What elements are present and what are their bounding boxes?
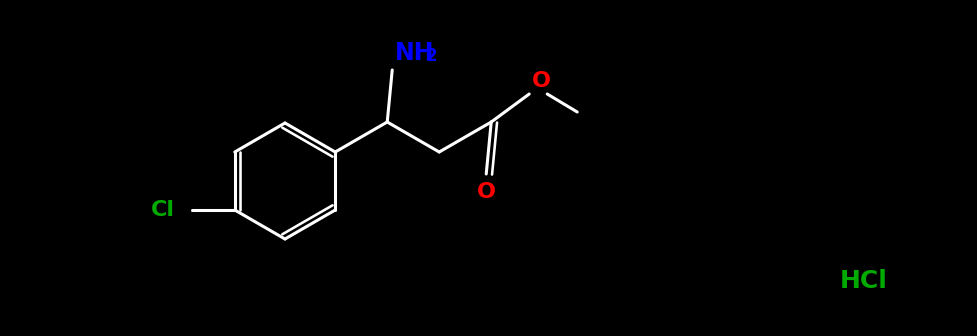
Text: O: O	[532, 71, 551, 91]
Text: NH: NH	[396, 41, 435, 65]
Text: O: O	[477, 182, 495, 202]
Text: HCl: HCl	[840, 269, 888, 293]
Text: Cl: Cl	[150, 200, 175, 220]
Text: 2: 2	[425, 47, 437, 65]
